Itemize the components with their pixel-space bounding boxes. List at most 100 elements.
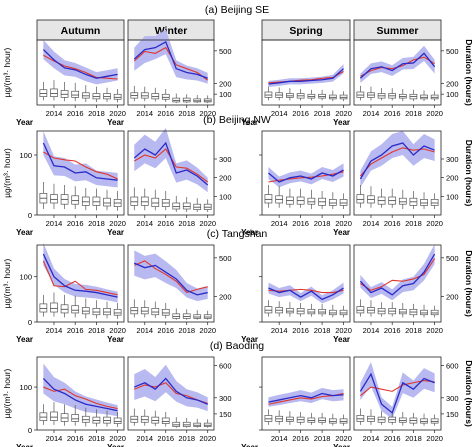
x-tick-label: 2016 [157, 434, 174, 443]
region-group: (b) Beijing NW µg/(m³· hour) Duration (hou… [2, 114, 474, 237]
x-tick-label: 2016 [67, 219, 84, 228]
x-tick-label: 2018 [314, 326, 331, 335]
panel-frame [353, 39, 442, 106]
panel-frame [261, 39, 351, 106]
x-axis-label: Year [241, 118, 258, 127]
x-tick-label: 2014 [271, 219, 288, 228]
x-axis-label: Year [241, 335, 258, 344]
box-body [307, 308, 316, 315]
x-tick-label: 2018 [88, 109, 105, 118]
uncertainty-band [360, 244, 435, 301]
x-tick-label: 2020 [109, 326, 126, 335]
x-tick-label: 2020 [199, 326, 216, 335]
x-axis-label: Year [333, 443, 350, 447]
box-body [103, 308, 111, 316]
x-tick-label: 2020 [109, 219, 126, 228]
x-tick-label: 2014 [271, 434, 288, 443]
x-axis-label: Year [333, 228, 350, 237]
panel-frame [261, 244, 351, 323]
right-tick-label: 300 [446, 155, 459, 164]
box-body [339, 199, 348, 206]
uncertainty-band [43, 131, 118, 188]
right-tick-label: 200 [446, 174, 459, 183]
box-body [172, 313, 181, 319]
box-body [92, 196, 101, 206]
x-tick-label: 2018 [178, 434, 195, 443]
x-axis-label: Year [107, 228, 124, 237]
region-group: (a) Beijing SE µg/(m³· hour) Duration (hou… [2, 4, 474, 127]
box-body [182, 313, 191, 319]
x-tick-label: 2018 [405, 109, 422, 118]
x-tick-label: 2014 [46, 434, 63, 443]
x-axis-label: Year [333, 335, 350, 344]
x-tick-label: 2014 [46, 219, 63, 228]
x-axis-label: Year [16, 335, 33, 344]
right-tick-label: 500 [219, 47, 232, 56]
season-label: Autumn [61, 25, 101, 37]
uncertainty-band [43, 40, 118, 85]
right-tick-label: 100 [446, 192, 459, 201]
right-tick-label: 300 [219, 155, 232, 164]
box-body [356, 194, 365, 204]
box-body [50, 411, 58, 421]
region-group: (d) Baoding µg/(m³· hour) Duration (hours)… [2, 340, 474, 447]
series-red-line [43, 151, 118, 180]
series-blue-line [134, 377, 208, 405]
x-tick-label: 2016 [157, 326, 174, 335]
right-axis-label: Duration (hours) [464, 360, 474, 427]
box-body [113, 93, 122, 100]
right-tick-label: 200 [219, 174, 232, 183]
x-axis-label: Year [333, 118, 350, 127]
x-tick-label: 2014 [363, 219, 380, 228]
panel-summer: 2014201620182020Year150300600 [333, 356, 459, 447]
right-tick-label: 200 [219, 79, 232, 88]
box-body [328, 309, 337, 316]
x-tick-label: 2014 [46, 109, 63, 118]
right-tick-label: 300 [446, 394, 459, 403]
panel-frame [261, 130, 351, 216]
x-tick-label: 2016 [157, 109, 174, 118]
x-tick-label: 2020 [199, 219, 216, 228]
x-tick-label: 2014 [363, 434, 380, 443]
left-axis-label: µg/(m³· hour) [2, 148, 12, 198]
box-body [151, 308, 160, 316]
x-axis-label: Year [107, 118, 124, 127]
x-tick-label: 2016 [67, 326, 84, 335]
right-tick-label: 100 [219, 192, 232, 201]
right-tick-label: 150 [446, 410, 459, 419]
x-tick-label: 2018 [405, 326, 422, 335]
uncertainty-band [268, 64, 344, 88]
season-label: Summer [376, 25, 418, 37]
series-red-line [360, 258, 436, 291]
x-tick-label: 2018 [88, 326, 105, 335]
x-tick-label: 2020 [426, 109, 443, 118]
x-tick-label: 2014 [136, 434, 153, 443]
x-axis-label: Year [16, 118, 33, 127]
box-body [71, 90, 80, 98]
series-blue-line [359, 253, 436, 296]
x-tick-label: 2020 [335, 326, 352, 335]
x-tick-label: 2014 [363, 109, 380, 118]
x-tick-label: 2016 [67, 109, 84, 118]
x-tick-label: 2018 [405, 219, 422, 228]
box-body [103, 197, 111, 207]
region-title: (d) Baoding [210, 340, 264, 352]
right-tick-label: 100 [446, 90, 459, 99]
x-tick-label: 2018 [314, 434, 331, 443]
right-tick-label: 600 [446, 362, 459, 371]
box-body [71, 305, 80, 314]
box-body [420, 199, 428, 206]
uncertainty-band [43, 363, 118, 417]
box-body [398, 197, 407, 205]
uncertainty-band [134, 128, 208, 193]
y-tick-label: 0 [28, 211, 32, 220]
box-body [430, 199, 439, 206]
panel-frame [127, 244, 215, 323]
series-blue-line [268, 392, 344, 403]
x-tick-label: 2020 [426, 219, 443, 228]
uncertainty-band [360, 45, 435, 83]
